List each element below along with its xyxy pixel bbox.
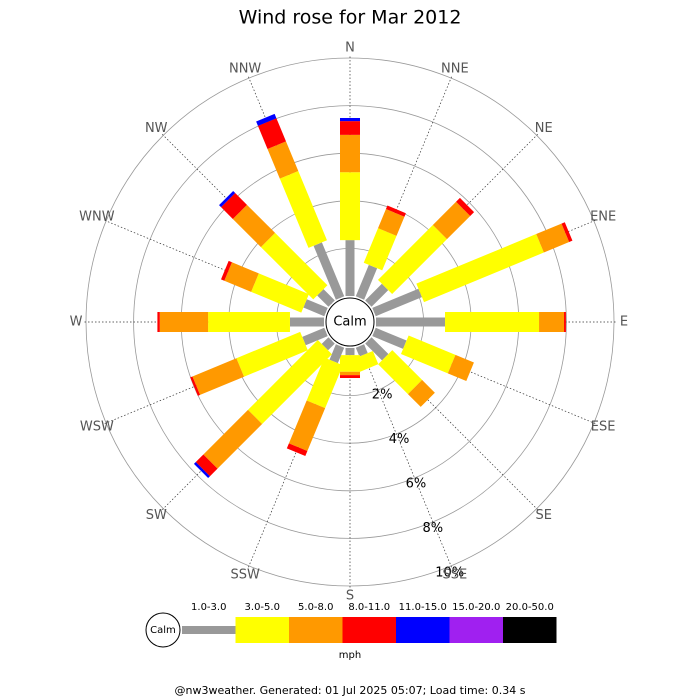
legend-swatch — [396, 617, 450, 643]
direction-label: E — [620, 315, 628, 330]
bar-segment — [195, 454, 218, 477]
direction-label: WNW — [79, 210, 115, 225]
bar-segment — [378, 209, 405, 236]
legend: Calm mph 1.0-3.0 3.0-5.0 5.0-8.0 8.0-11.0 11… — [145, 602, 557, 661]
direction-label: SW — [146, 508, 167, 523]
direction-label: ESE — [591, 419, 616, 434]
bar-segment — [329, 344, 345, 364]
legend-swatch — [503, 617, 557, 643]
bar-segment — [378, 350, 423, 395]
bar-segment — [313, 242, 345, 300]
bar-segment — [192, 358, 245, 395]
bar-segment — [286, 443, 308, 457]
bars — [157, 113, 573, 479]
bar-segment — [354, 350, 379, 372]
ring-label: 2% — [372, 387, 393, 402]
bar-segment — [317, 289, 335, 307]
bar-segment — [355, 344, 368, 357]
bar-segment — [247, 340, 332, 425]
bar-segment — [224, 262, 259, 292]
bar-segment — [372, 288, 422, 317]
bar-segment — [355, 264, 378, 300]
ring-label: 6% — [406, 476, 427, 491]
legend-label: 11.0-15.0 — [399, 602, 447, 613]
calm-circle — [325, 297, 375, 347]
bar-segment — [447, 354, 474, 381]
bar-segment — [456, 197, 475, 216]
legend-swatch — [289, 617, 343, 643]
direction-label: SE — [536, 508, 552, 523]
bar-segment — [221, 260, 232, 281]
legend-unit: mph — [339, 650, 361, 661]
direction-label: NNE — [441, 61, 469, 76]
bar-segment — [416, 234, 544, 303]
bar-segment — [407, 379, 435, 407]
direction-label: N — [345, 41, 355, 56]
direction-label: WSW — [80, 419, 114, 434]
bar-segment — [321, 337, 335, 351]
bar-segment — [363, 228, 397, 271]
ring-label: 4% — [389, 432, 410, 447]
legend-calm-circle — [145, 612, 181, 648]
direction-label: SSE — [442, 568, 467, 583]
bar-segment — [193, 462, 210, 479]
bar-segment — [365, 337, 389, 361]
bar-segment — [260, 232, 328, 300]
bar-segment — [372, 327, 407, 349]
legend-swatch — [449, 617, 503, 643]
direction-label: NW — [145, 121, 168, 136]
bar-segment — [257, 118, 286, 149]
bar-segment — [400, 335, 456, 374]
direction-label: NNW — [229, 61, 261, 76]
bar-segment — [561, 222, 573, 243]
bar-segment — [256, 113, 277, 126]
direction-label: ENE — [590, 210, 616, 225]
spoke — [359, 345, 453, 568]
legend-label: 8.0-11.0 — [348, 602, 390, 613]
bar-segment — [432, 201, 471, 240]
bar-segment — [306, 357, 343, 409]
bar-segment — [385, 205, 406, 217]
direction-label: NE — [535, 121, 553, 136]
calm-label: Calm — [333, 315, 366, 330]
direction-label: SSW — [230, 568, 260, 583]
bar-segment — [221, 193, 247, 219]
legend-swatch — [342, 617, 396, 643]
chart-title: Wind rose for Mar 2012 — [239, 7, 462, 29]
legend-label: 1.0-3.0 — [191, 602, 226, 613]
bar-segment — [267, 141, 299, 179]
legend-label: 5.0-8.0 — [298, 602, 333, 613]
direction-label: W — [70, 315, 83, 330]
bar-segment — [279, 171, 327, 248]
legend-label: 15.0-20.0 — [452, 602, 500, 613]
bar-segment — [288, 400, 326, 451]
ring-label: 10% — [435, 565, 464, 580]
bar-segment — [365, 283, 389, 307]
ring-label: 8% — [422, 521, 443, 536]
legend-label: 20.0-50.0 — [506, 602, 554, 613]
bar-segment — [536, 223, 570, 253]
bar-segment — [232, 204, 276, 248]
bar-segment — [251, 273, 309, 313]
direction-label: S — [346, 589, 354, 604]
bar-segment — [303, 299, 328, 317]
bar-segment — [236, 331, 308, 377]
footer: @nw3weather. Generated: 01 Jul 2025 05:0… — [175, 684, 526, 697]
bar-segment — [377, 225, 447, 295]
legend-swatch — [182, 626, 236, 634]
legend-label: 3.0-5.0 — [245, 602, 280, 613]
bar-segment — [302, 327, 328, 346]
legend-swatch — [235, 617, 289, 643]
bar-segment — [203, 409, 263, 469]
bar-segment — [219, 191, 236, 208]
legend-calm-label: Calm — [150, 625, 176, 636]
bar-segment — [190, 376, 201, 396]
